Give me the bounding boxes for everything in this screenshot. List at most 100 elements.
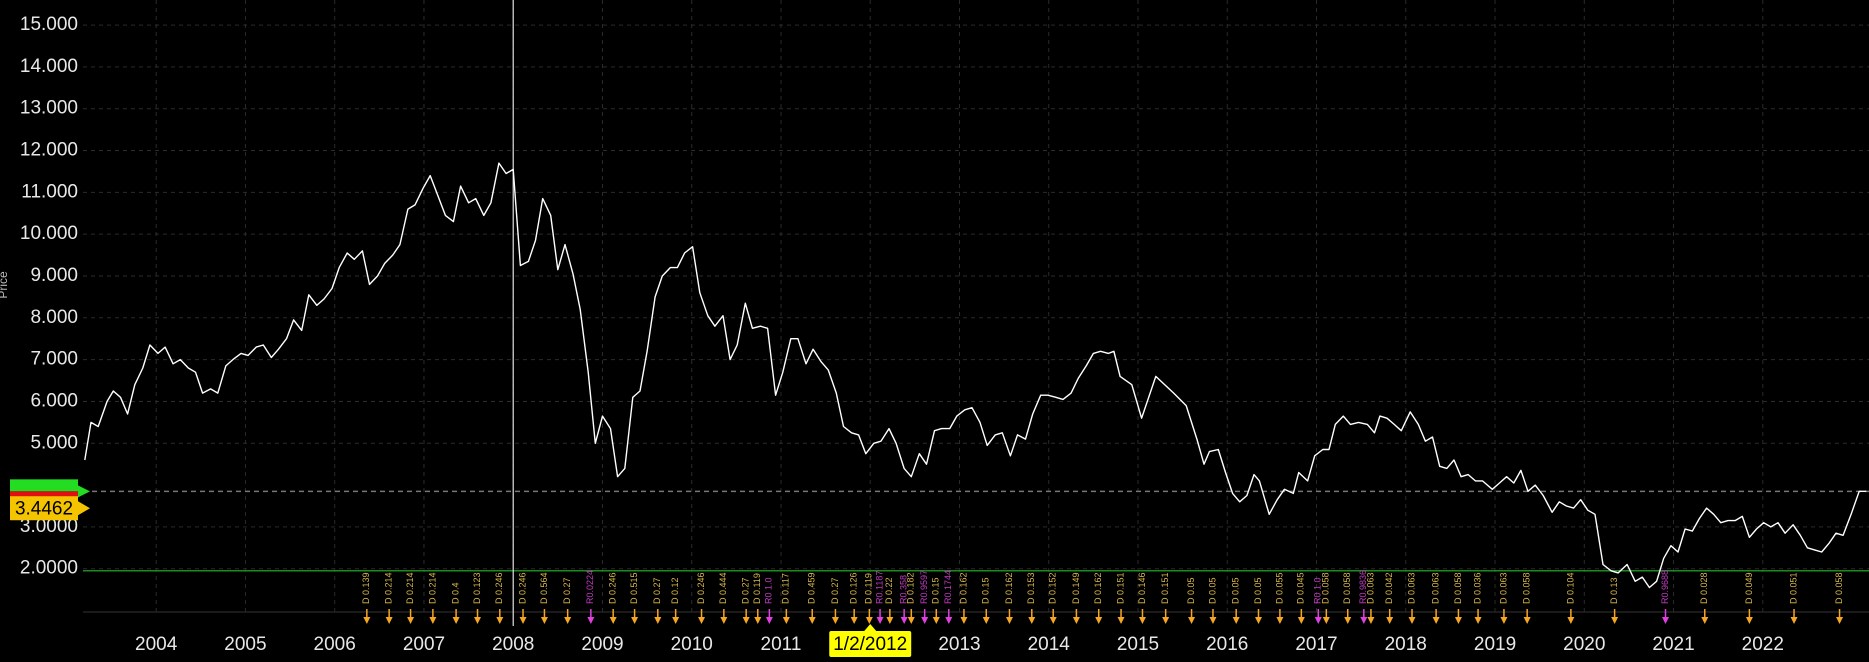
event-arrow [519,609,527,624]
event-label: D 0.049 [1744,572,1754,604]
event-label: D 0.13 [1609,577,1619,604]
event-label: D 0.162 [1004,572,1014,604]
event-arrow [921,609,929,624]
x-tick-label: 2016 [1206,634,1248,655]
x-tick-label: 2008 [492,634,534,655]
event-arrow-head [1474,617,1482,624]
price-badge: 3.4462 [10,496,90,521]
event-arrow [587,609,595,624]
event-arrow-head [1367,617,1375,624]
badge-label: 3.4462 [15,498,73,519]
event-label: D 0.05 [1231,577,1241,604]
event-label: D 0.05 [1253,577,1263,604]
badge-box [10,496,78,521]
event-label: D 0.515 [629,572,639,604]
event-label: D 0.146 [1137,572,1147,604]
highlight-box [829,631,912,657]
event-label: D 0.063 [1498,572,1508,604]
event-arrow-head [698,617,706,624]
event-arrow [1254,609,1262,624]
x-tick-label: 2010 [671,634,713,655]
y-tick-label: 8.000 [30,307,78,328]
event-arrow-head [886,617,894,624]
event-label: D 0.051 [1788,572,1798,604]
event-arrow [429,609,437,624]
event-arrow-head [1297,617,1305,624]
event-arrow-head [765,617,773,624]
event-label: D 0.05 [1207,577,1217,604]
event-arrow-head [609,617,617,624]
event-label: R0.1187 [874,571,884,604]
event-arrow-head [1095,617,1103,624]
event-arrow [496,609,504,624]
event-label: D 0.153 [1026,572,1036,604]
event-arrow-head [754,617,762,624]
event-arrow-head [982,617,990,624]
event-arrow [1072,609,1080,624]
event-label: D 0.246 [494,572,504,604]
event-label: D 0.149 [1071,572,1081,604]
y-tick-label: 9.000 [30,265,78,286]
badge-top [10,479,78,492]
event-label: D 0.27 [741,577,751,604]
event-arrow-head [1344,617,1352,624]
event-arrow-head [1162,617,1170,624]
event-arrow [1408,609,1416,624]
event-arrow [1297,609,1305,624]
event-label: D 0.444 [718,572,728,604]
event-arrow-head [808,617,816,624]
x-tick-label: 2011 [761,634,802,655]
event-label: R0.9597 [919,570,929,604]
event-label: D 0.214 [427,572,437,604]
event-label: D 0.246 [517,572,527,604]
event-label: D 0.126 [849,572,859,604]
event-arrow [540,609,548,624]
event-label: R0.9836 [1358,570,1368,604]
event-arrow [1454,609,1462,624]
event-arrow [886,609,894,624]
event-label: D 0.104 [1565,572,1575,604]
event-label: D 0.117 [781,573,791,604]
event-arrow-head [1386,617,1394,624]
event-arrow [672,609,680,624]
x-tick-label: 2015 [1117,634,1159,655]
event-arrow [1360,609,1368,624]
event-arrow [808,609,816,624]
event-arrow-head [865,617,873,624]
event-label: D 0.058 [1321,572,1331,604]
event-label: D 0.058 [1522,572,1532,604]
event-label: D 0.459 [807,572,817,604]
badge-pointer [78,501,90,516]
event-arrow [385,609,393,624]
event-arrow-head [540,617,548,624]
event-arrow-head [1322,617,1330,624]
event-arrow [1386,609,1394,624]
event-arrow-head [631,617,639,624]
x-tick-label: 2004 [135,634,178,655]
event-arrow [1701,609,1709,624]
event-arrow [850,609,858,624]
event-label: D 0.05 [1186,577,1196,604]
x-tick-label: 2014 [1028,634,1071,655]
event-arrow [1523,609,1531,624]
event-label: D 0.15 [931,577,941,604]
event-label: R0.1744 [943,570,953,604]
event-arrow-head [1117,617,1125,624]
y-tick-label: 5.000 [30,432,78,453]
event-arrow [631,609,639,624]
event-arrow [960,609,968,624]
event-arrow-head [1523,617,1531,624]
event-label: D 0.123 [472,572,482,604]
event-label: D 0.246 [696,572,706,604]
x-tick-label: 2018 [1385,634,1427,655]
event-arrow [1367,609,1375,624]
event-arrow [1232,609,1240,624]
event-arrow-head [385,617,393,624]
event-arrow-head [1611,617,1619,624]
event-arrow-head [742,617,750,624]
event-arrow-head [654,617,662,624]
y-tick-label: 6.000 [30,390,78,411]
event-arrow-head [1049,617,1057,624]
event-label: D 0.028 [1699,572,1709,604]
